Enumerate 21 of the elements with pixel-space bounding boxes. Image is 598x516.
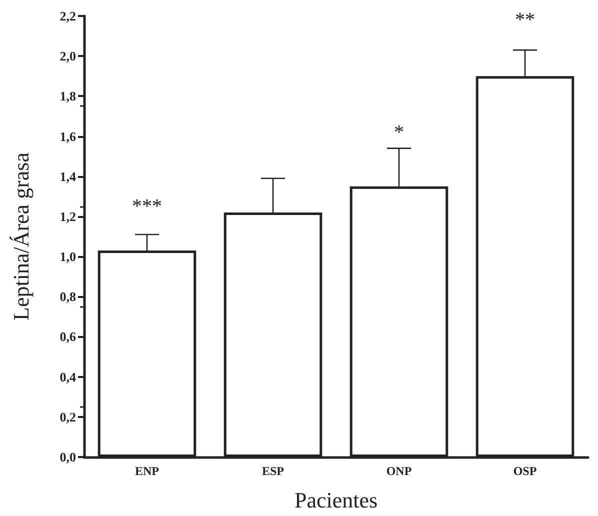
annotation: * — [394, 121, 404, 144]
y-tick-label: 1,0 — [60, 249, 76, 264]
y-tick-label: 0,2 — [60, 409, 76, 424]
y-tick-label: 1,8 — [60, 88, 76, 104]
x-tick-label: ONP — [386, 464, 412, 478]
x-tick-label: OSP — [513, 464, 537, 478]
y-tick-label: 0,8 — [60, 289, 76, 304]
y-tick-label: 1,6 — [60, 128, 76, 144]
x-axis-title: Pacientes — [294, 488, 378, 512]
y-tick-label: 1,4 — [60, 168, 76, 184]
annotation: ** — [515, 9, 535, 32]
x-tick-label: ENP — [135, 464, 159, 478]
y-tick-label: 2,2 — [60, 8, 76, 24]
y-tick-label: 0,6 — [60, 329, 76, 344]
y-tick-label: 0,0 — [60, 450, 76, 464]
annotation: *** — [132, 195, 162, 218]
x-tick-label: ESP — [262, 464, 284, 478]
y-axis-title: Leptina/Área grasa — [8, 152, 34, 320]
y-tick-label: 0,4 — [60, 369, 76, 384]
y-tick-label: 1,2 — [60, 208, 76, 224]
y-tick-label: 2,0 — [60, 48, 76, 64]
